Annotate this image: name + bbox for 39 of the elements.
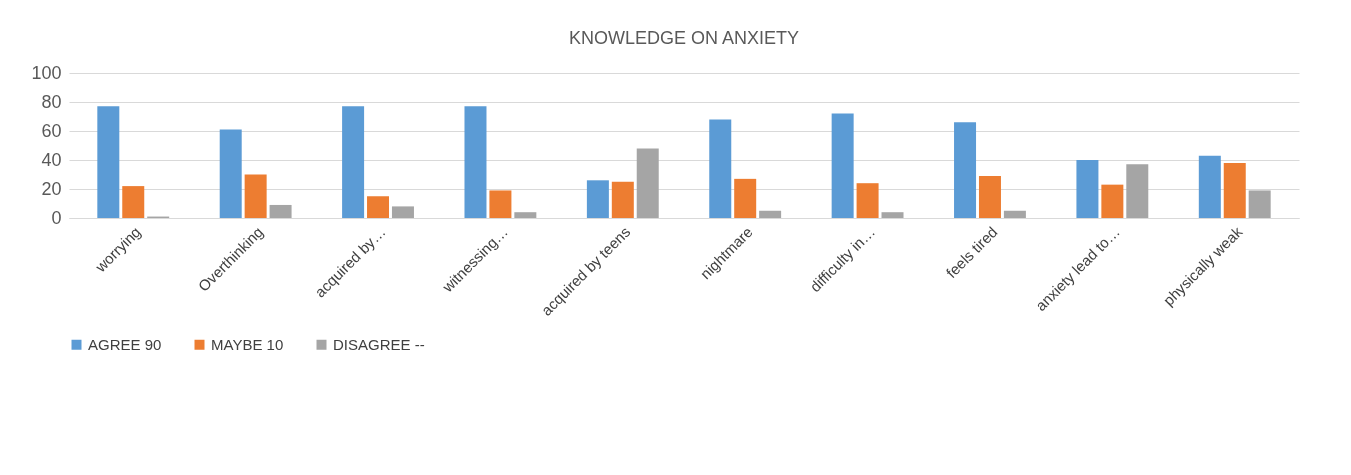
bar (244, 174, 267, 218)
bar (954, 122, 977, 218)
bar (856, 183, 879, 218)
bar (269, 204, 292, 218)
legend-label: MAYBE 10 (211, 335, 284, 353)
legend-label: AGREE 90 (88, 335, 162, 353)
bar (391, 206, 414, 218)
bar (489, 190, 512, 218)
bar (611, 181, 634, 218)
bar (881, 212, 904, 218)
bar (586, 180, 609, 218)
bar (219, 129, 242, 218)
y-tick-label: 100 (31, 62, 62, 83)
bar (636, 148, 659, 218)
chart-title: KNOWLEDGE ON ANXIETY (568, 28, 800, 48)
bar (831, 113, 854, 218)
bar (1223, 162, 1246, 218)
bar (759, 210, 782, 218)
bar (1101, 184, 1124, 218)
bar (122, 186, 145, 218)
y-tick-label: 80 (41, 91, 62, 112)
y-tick-label: 60 (41, 120, 62, 141)
bar (1198, 155, 1221, 218)
bar (709, 119, 732, 218)
bar (1003, 210, 1026, 218)
bar (978, 175, 1001, 218)
bar (734, 178, 757, 218)
y-tick-label: 0 (51, 207, 62, 228)
y-tick-label: 20 (41, 178, 62, 199)
bar (514, 212, 537, 218)
bar (97, 106, 120, 218)
bar (464, 106, 487, 218)
bar (1076, 160, 1099, 218)
bar (367, 196, 390, 218)
bar (1248, 190, 1271, 218)
bar (1126, 164, 1149, 218)
legend-label: DISAGREE -- (333, 335, 425, 353)
y-tick-label: 40 (41, 149, 62, 170)
bar (342, 106, 365, 218)
